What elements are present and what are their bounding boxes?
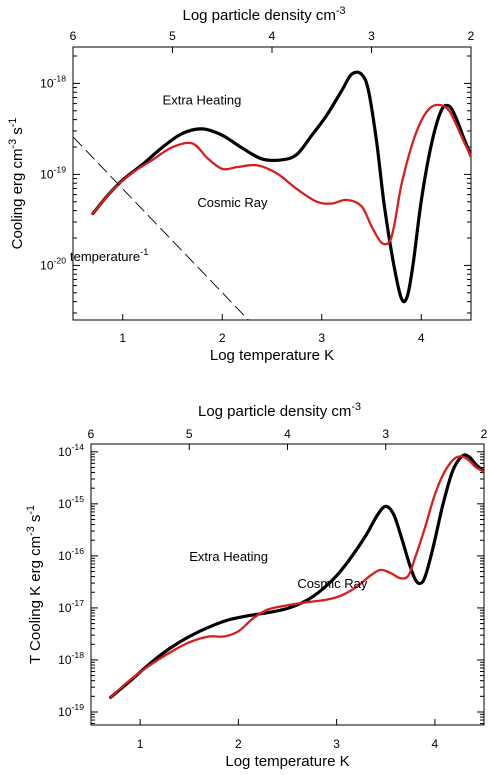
x-tick-label: 2 (235, 737, 242, 751)
x2-tick-label: 3 (368, 29, 375, 43)
y-tick-label: 10-20 (40, 255, 66, 272)
top-cooling-chart: 1 2 3 4 6 5 4 3 2 10-18 10-19 10-20 Log temperature … (7, 5, 475, 364)
bottom-t-cooling-chart: 1 2 3 4 6 5 4 3 2 10-14 10-15 10-16 10-17 10-18 10-19 L… (25, 401, 488, 770)
x2-tick-label: 4 (284, 427, 291, 441)
x2-tick-label: 6 (70, 29, 77, 43)
series-group (73, 70, 471, 320)
series-group (109, 453, 484, 699)
y-tick-label: 10-19 (40, 164, 66, 181)
x2-tick-label: 5 (169, 29, 176, 43)
series-label-cosmic-ray: Cosmic Ray (297, 576, 368, 591)
y-tick-label: 10-19 (58, 702, 84, 719)
x-tick-label: 3 (333, 737, 340, 751)
x2-tick-label: 2 (468, 29, 475, 43)
y-tick-label: 10-15 (58, 494, 84, 511)
y-tick-label: 10-17 (58, 598, 84, 615)
series-extra-heating-line (91, 70, 471, 304)
plot-frame (90, 443, 485, 726)
series-label-extra-heating: Extra Heating (189, 549, 268, 564)
x2-axis-title: Log particle density cm-3 (182, 5, 345, 24)
y-axis-title: T Cooling K erg cm-3 s-1 (25, 505, 44, 664)
x2-tick-label: 5 (186, 427, 193, 441)
x-axis-title: Log temperature K (225, 753, 349, 770)
x-tick-label: 4 (418, 331, 425, 345)
power-law-guide-line (73, 136, 250, 320)
annotation-label: temperature-1 (70, 247, 148, 264)
series-label-extra-heating: Extra Heating (163, 92, 242, 107)
x-axis-title: Log temperature K (210, 347, 334, 364)
y-axis-title: Cooling erg cm-3 s-1 (7, 118, 26, 250)
x-tick-label: 2 (219, 331, 226, 345)
series-cosmic-ray-line (109, 455, 484, 699)
y-tick-label: 10-14 (58, 442, 84, 459)
x-tick-label: 1 (119, 331, 126, 345)
x2-tick-label: 6 (88, 427, 95, 441)
x2-tick-label: 2 (481, 427, 488, 441)
x-tick-label: 1 (137, 737, 144, 751)
y-tick-label: 10-18 (40, 73, 66, 90)
x-tick-label: 4 (432, 737, 439, 751)
y-tick-label: 10-18 (58, 650, 84, 667)
x2-tick-label: 4 (269, 29, 276, 43)
x2-axis-title: Log particle density cm-3 (198, 401, 361, 420)
series-extra-heating-line (109, 453, 484, 699)
x-tick-label: 3 (318, 331, 325, 345)
series-label-cosmic-ray: Cosmic Ray (197, 195, 268, 210)
series-cosmic-ray-line (91, 103, 471, 246)
x2-tick-label: 3 (382, 427, 389, 441)
y-tick-label: 10-16 (58, 546, 84, 563)
